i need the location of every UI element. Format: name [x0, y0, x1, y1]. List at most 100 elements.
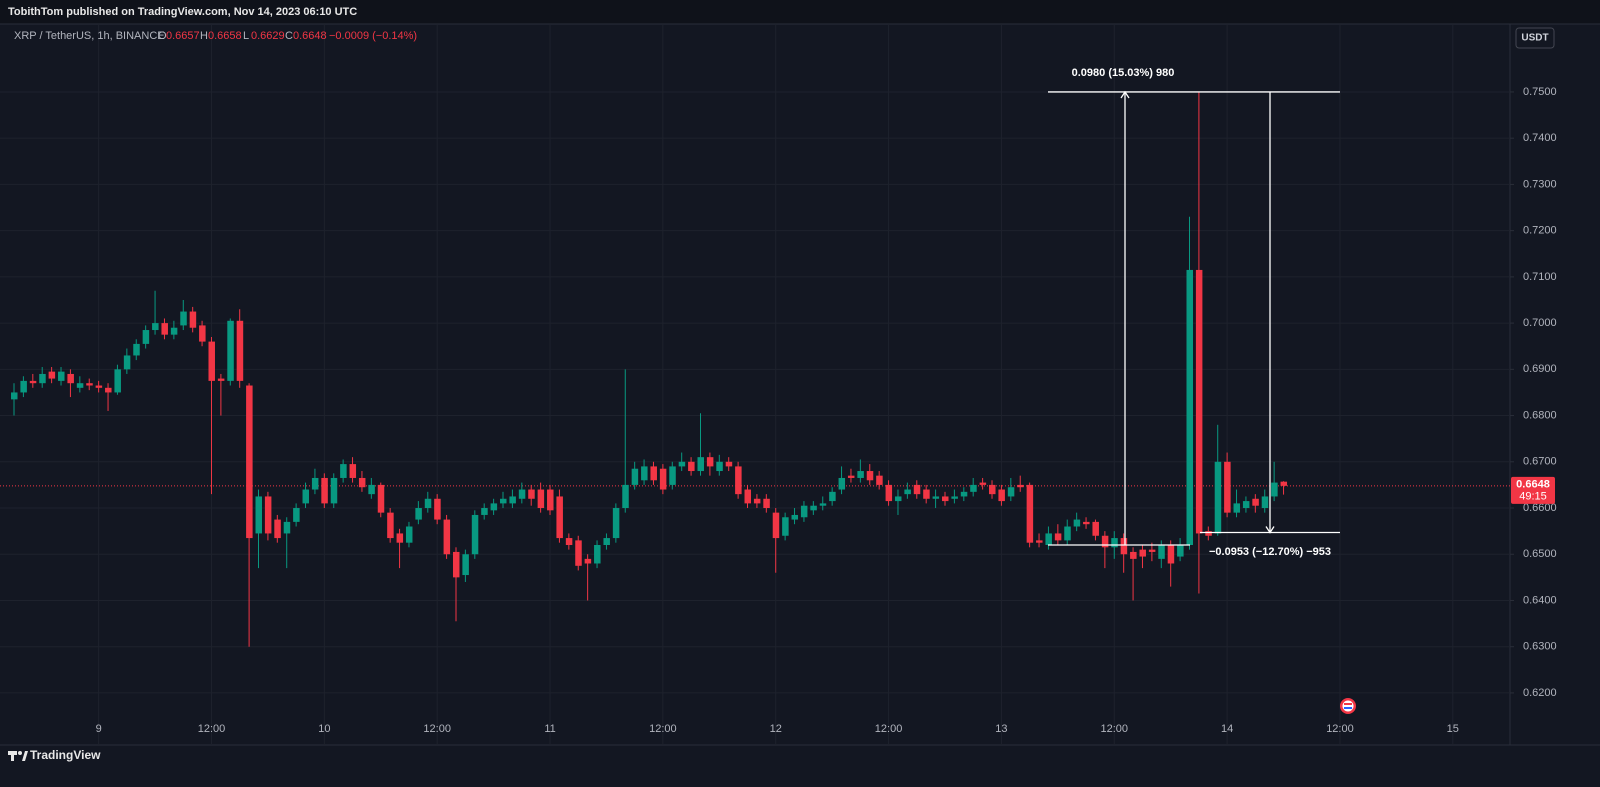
candle-body — [443, 519, 451, 555]
logo-part — [18, 751, 22, 755]
y-tick-label: 0.6400 — [1523, 594, 1557, 606]
price-tag-countdown: 49:15 — [1519, 491, 1547, 503]
candle-body — [264, 496, 272, 534]
candle-body — [500, 498, 507, 504]
candle-body — [152, 323, 159, 331]
x-tick-label: 12:00 — [875, 723, 903, 735]
x-tick-label: 12:00 — [198, 723, 226, 735]
currency-button[interactable] — [1515, 27, 1555, 49]
candle-body — [227, 320, 234, 381]
x-tick-label: 14 — [1221, 723, 1233, 735]
candle-body — [1026, 484, 1034, 543]
candle-body — [133, 343, 140, 356]
candle-body — [800, 505, 808, 518]
labels: 0.6200 0.6300 0.6400 0.6500 0.6600 0.6700 0.68… — [96, 67, 1557, 735]
candle-body — [358, 477, 366, 488]
x-tick-label: 12 — [770, 723, 782, 735]
candle-body — [1092, 521, 1099, 536]
ohlc-key: L — [243, 30, 249, 42]
publisher: TobithTom published on TradingView.com, … — [8, 6, 357, 18]
candle-body — [706, 457, 714, 467]
candle-body — [67, 373, 74, 384]
candle-body — [405, 526, 413, 543]
flag-icon — [1340, 698, 1356, 714]
brand: TradingView — [30, 748, 101, 762]
candle-body — [584, 558, 592, 564]
candle-body — [565, 538, 573, 545]
ohlc-key: H — [200, 30, 208, 42]
candle-body — [1139, 549, 1146, 557]
candle-body — [716, 461, 723, 472]
y-tick-label: 0.7300 — [1523, 178, 1557, 190]
candle-body — [255, 496, 263, 534]
candle-body — [810, 505, 817, 511]
candle-body — [170, 327, 178, 335]
candle-body — [1271, 482, 1278, 497]
currency[interactable]: USDT — [1521, 33, 1548, 44]
candle-body — [236, 320, 244, 381]
candle-body — [904, 489, 911, 495]
candle-body — [1205, 531, 1212, 536]
ohlc-value: 0.6648 — [293, 30, 327, 42]
candle-body — [1186, 269, 1193, 545]
candle-body — [76, 383, 84, 388]
candle-body — [246, 385, 253, 539]
x-tick-label: 12:00 — [1101, 723, 1129, 735]
x-tick-label: 10 — [318, 723, 330, 735]
candle-body — [452, 551, 460, 578]
candle-body — [923, 489, 930, 499]
y-tick-label: 0.7400 — [1523, 132, 1557, 144]
candle-body — [1280, 481, 1288, 486]
candle-body — [189, 311, 197, 328]
candle-body — [434, 498, 441, 520]
candle-body — [1083, 521, 1090, 525]
candle-body — [989, 484, 996, 495]
candle-body — [979, 482, 987, 485]
candle-body — [1167, 544, 1175, 564]
candle-body — [321, 477, 328, 504]
candle-body — [1177, 544, 1184, 557]
candle-body — [782, 517, 789, 536]
y-tick-label: 0.7200 — [1523, 225, 1557, 237]
candle-body — [29, 380, 37, 384]
candle-body — [1242, 501, 1250, 509]
candle-body — [1224, 461, 1231, 513]
candle-body — [838, 477, 846, 490]
logo-part — [22, 751, 28, 761]
candle-body — [302, 489, 310, 504]
x-tick-label: 9 — [96, 723, 102, 735]
candle-body — [142, 330, 150, 344]
candle-body — [368, 484, 375, 495]
candle-body — [876, 475, 883, 485]
candle-body — [697, 457, 704, 472]
candle-body — [1158, 544, 1165, 559]
candle-body — [622, 484, 629, 509]
flag-stripe — [1344, 703, 1352, 705]
candle-body — [932, 496, 940, 499]
x-tick-label: 12:00 — [1326, 723, 1354, 735]
y-tick-label: 0.6500 — [1523, 548, 1557, 560]
y-tick-label: 0.6200 — [1523, 687, 1557, 699]
candle-body — [594, 544, 601, 564]
x-tick-label: 13 — [995, 723, 1007, 735]
candle-body — [490, 503, 498, 511]
brand-logo — [8, 751, 28, 761]
footer-bar — [0, 746, 1600, 787]
candle-body — [1064, 526, 1071, 541]
candle-body — [575, 540, 582, 566]
candle-body — [894, 496, 902, 502]
candle-body — [772, 512, 780, 539]
candle-body — [396, 533, 404, 543]
candle-body — [1045, 533, 1052, 545]
candle-body — [819, 503, 827, 506]
ohlc-value: 0.6629 — [251, 30, 285, 42]
candle-body — [1130, 551, 1137, 559]
y-tick-label: 0.7000 — [1523, 317, 1557, 329]
candle-body — [678, 461, 686, 467]
ohlc-change: −0.0009 (−0.14%) — [329, 30, 417, 42]
candle-body — [650, 466, 657, 481]
candle-body — [528, 489, 535, 499]
measure-label: −0.0953 (−12.70%) −953 — [1209, 546, 1331, 558]
candle-body — [462, 554, 469, 576]
